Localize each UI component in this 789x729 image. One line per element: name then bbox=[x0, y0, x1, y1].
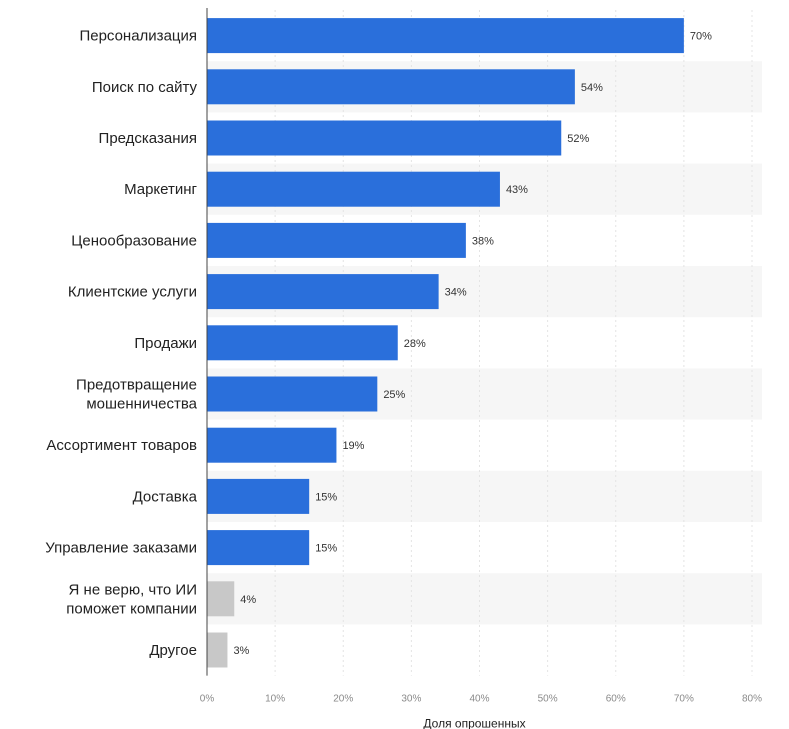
category-label: Продажи bbox=[134, 335, 197, 352]
bar bbox=[207, 222, 466, 258]
value-label: 19% bbox=[342, 440, 364, 452]
value-label: 28% bbox=[404, 338, 426, 350]
category-label: Предотвращение bbox=[76, 377, 197, 394]
x-tick-label: 80% bbox=[742, 694, 762, 705]
category-label: Доставка bbox=[133, 488, 198, 505]
value-label: 38% bbox=[472, 235, 494, 247]
bar bbox=[207, 120, 562, 156]
value-label: 4% bbox=[240, 594, 256, 606]
value-label: 34% bbox=[445, 287, 467, 299]
bar bbox=[207, 18, 684, 54]
bar bbox=[207, 274, 439, 310]
value-label: 15% bbox=[315, 543, 337, 555]
category-label: поможет компании bbox=[66, 600, 197, 617]
category-label: Поиск по сайту bbox=[92, 79, 198, 96]
bar bbox=[207, 171, 500, 207]
x-tick-label: 20% bbox=[333, 694, 353, 705]
category-label: Персонализация bbox=[79, 28, 197, 45]
value-label: 25% bbox=[383, 389, 405, 401]
category-label: Управление заказами bbox=[45, 540, 197, 557]
category-label: Другое bbox=[149, 642, 197, 659]
bar bbox=[207, 478, 310, 514]
category-label: Клиентские услуги bbox=[68, 284, 197, 301]
value-label: 52% bbox=[567, 133, 589, 145]
bar bbox=[207, 530, 310, 566]
bar bbox=[207, 325, 398, 361]
value-label: 15% bbox=[315, 491, 337, 503]
row-band bbox=[207, 573, 762, 625]
x-tick-label: 10% bbox=[265, 694, 285, 705]
x-tick-label: 50% bbox=[538, 694, 558, 705]
category-label: Маркетинг bbox=[124, 181, 197, 198]
category-label: Ценообразование bbox=[71, 232, 197, 249]
bar bbox=[207, 427, 337, 463]
value-label: 3% bbox=[233, 645, 249, 657]
bar bbox=[207, 632, 228, 668]
x-tick-label: 0% bbox=[200, 694, 215, 705]
value-label: 54% bbox=[581, 82, 603, 94]
category-label: Предсказания bbox=[99, 130, 197, 147]
x-tick-label: 30% bbox=[401, 694, 421, 705]
value-label: 70% bbox=[690, 31, 712, 43]
category-label: Я не верю, что ИИ bbox=[69, 581, 197, 598]
x-tick-label: 70% bbox=[674, 694, 694, 705]
bar bbox=[207, 581, 235, 617]
category-label: мошенничества bbox=[86, 396, 197, 413]
x-tick-label: 40% bbox=[469, 694, 489, 705]
value-label: 43% bbox=[506, 184, 528, 196]
x-tick-label: 60% bbox=[606, 694, 626, 705]
bar bbox=[207, 69, 575, 105]
category-label: Ассортимент товаров bbox=[46, 437, 197, 454]
bar bbox=[207, 376, 378, 412]
x-axis-title: Доля опрошенных bbox=[423, 717, 525, 729]
